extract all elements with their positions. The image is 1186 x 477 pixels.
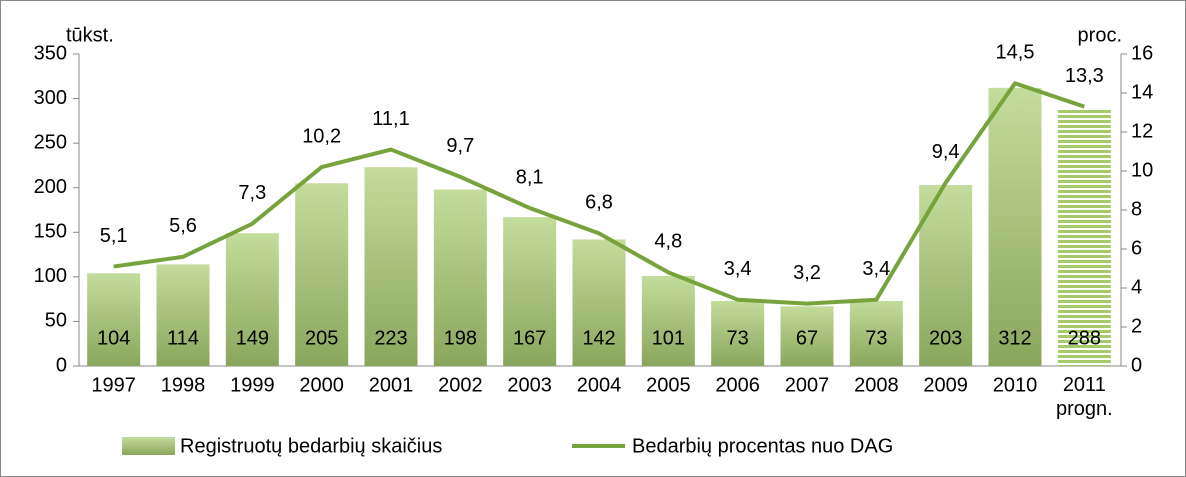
bar-value-label: 203 <box>929 327 962 349</box>
bar <box>849 300 903 366</box>
bar <box>295 183 349 366</box>
y2-tick-label: 12 <box>1131 120 1153 142</box>
x-tick-label: 1999 <box>230 374 275 396</box>
y-tick-label: 50 <box>45 310 67 332</box>
bar <box>1057 109 1111 367</box>
y-tick-label: 200 <box>34 176 67 198</box>
line <box>113 81 1085 306</box>
y2-tick-label: 6 <box>1131 237 1142 259</box>
y-axis-label: tūkst. <box>66 24 114 46</box>
x-tick-label: 2004 <box>577 374 622 396</box>
legend-swatch <box>122 437 175 455</box>
line-value-label: 3,2 <box>793 262 821 284</box>
y-tick-label: 300 <box>34 87 67 109</box>
x-tick-label: 2008 <box>854 374 899 396</box>
bar <box>780 306 834 366</box>
bar-value-label: 167 <box>513 327 546 349</box>
x-tick-label: 1997 <box>91 374 136 396</box>
bar <box>641 275 695 366</box>
x-tick-label: 2002 <box>438 374 483 396</box>
x-tick-label: 2005 <box>646 374 691 396</box>
line-value-label: 6,8 <box>585 192 613 214</box>
bar-value-label: 312 <box>998 327 1031 349</box>
bar-value-label: 198 <box>444 327 477 349</box>
y2-tick-label: 4 <box>1131 276 1142 298</box>
y2-tick-label: 0 <box>1131 354 1142 376</box>
y2-axis-label: proc. <box>1078 24 1122 46</box>
x-tick-label: 2010 <box>993 374 1038 396</box>
line-value-label: 8,1 <box>516 166 544 188</box>
bar-value-label: 73 <box>865 327 887 349</box>
bar-value-label: 67 <box>796 327 818 349</box>
line-value-label: 11,1 <box>372 108 409 130</box>
bar <box>364 167 418 366</box>
bar-value-label: 223 <box>374 327 407 349</box>
bar <box>711 300 765 366</box>
y2-tick-label: 8 <box>1131 198 1142 220</box>
line-value-label: 13,3 <box>1065 65 1104 87</box>
bar-value-label: 288 <box>1068 327 1101 349</box>
line-value-label: 14,5 <box>996 42 1035 64</box>
y-tick-label: 350 <box>34 42 67 64</box>
bar-value-label: 104 <box>97 327 130 349</box>
bar <box>572 239 626 366</box>
line-value-label: 5,1 <box>100 225 128 247</box>
bar-value-label: 205 <box>305 327 338 349</box>
bar-value-label: 101 <box>652 327 685 349</box>
x-tick-label: 2006 <box>715 374 760 396</box>
y2-tick-label: 10 <box>1131 159 1153 181</box>
line-value-label: 10,2 <box>302 125 341 147</box>
line-value-label: 9,4 <box>932 141 960 163</box>
legend-label: Bedarbių procentas nuo DAG <box>632 435 893 457</box>
bar <box>225 233 279 366</box>
line-value-label: 3,4 <box>724 258 752 280</box>
bar-value-label: 142 <box>582 327 615 349</box>
bar-value-label: 73 <box>727 327 749 349</box>
line-value-label: 7,3 <box>238 182 266 204</box>
line-value-label: 3,4 <box>862 258 890 280</box>
bar-value-label: 149 <box>236 327 269 349</box>
bar <box>87 273 141 366</box>
y2-tick-label: 14 <box>1131 81 1153 103</box>
y2-tick-label: 2 <box>1131 315 1142 337</box>
bar-value-label: 114 <box>167 327 199 349</box>
line-value-label: 5,6 <box>169 215 197 237</box>
bar <box>988 87 1042 367</box>
x-tick-label: 2001 <box>369 374 414 396</box>
x-tick-label: 2007 <box>785 374 830 396</box>
y-tick-label: 0 <box>56 354 67 376</box>
legend-label: Registruotų bedarbių skaičius <box>180 435 442 457</box>
bar <box>503 217 557 366</box>
y2-tick-label: 16 <box>1131 42 1153 64</box>
bar <box>433 189 487 366</box>
y-tick-label: 150 <box>34 221 67 243</box>
y-tick-label: 250 <box>34 131 67 153</box>
bar <box>156 264 210 366</box>
x-tick-label: 2011 progn. <box>1056 374 1113 420</box>
x-tick-label: 2009 <box>923 374 968 396</box>
x-tick-label: 2000 <box>299 374 344 396</box>
line-value-label: 9,7 <box>446 135 474 157</box>
x-tick-label: 1998 <box>161 374 206 396</box>
line-value-label: 4,8 <box>654 231 682 253</box>
y-tick-label: 100 <box>34 265 67 287</box>
x-tick-label: 2003 <box>507 374 552 396</box>
